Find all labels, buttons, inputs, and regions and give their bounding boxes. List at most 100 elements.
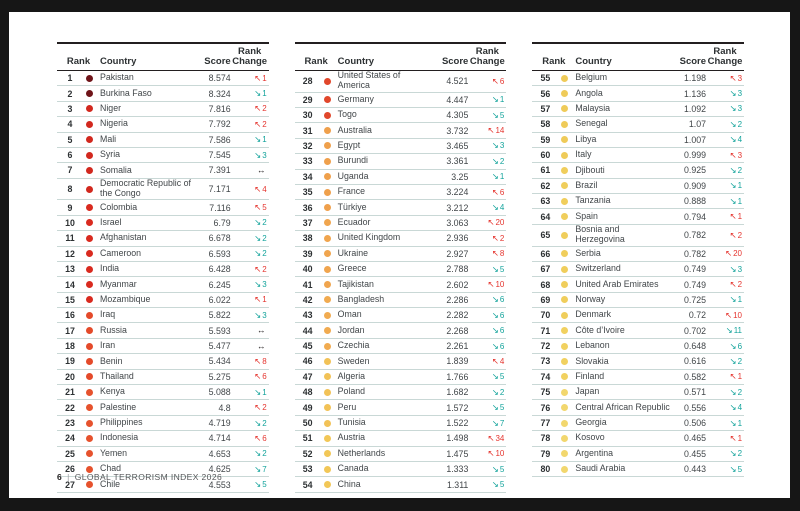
- rank-cell: 42: [302, 294, 313, 305]
- table-row: 58 Senegal 1.07 ↘2: [532, 117, 745, 133]
- rank-change-value: 5: [262, 203, 267, 213]
- rank-change-value: 3: [737, 264, 743, 274]
- ranking-tables: Rank Country Score Rank Change 1 Pakista…: [57, 42, 745, 493]
- country-cell: Chad: [100, 463, 122, 474]
- rank-change-cell: ↘2: [710, 387, 744, 398]
- rank-change-value: 5: [737, 464, 743, 474]
- table-row: 21 Kenya 5.088 ↘1: [57, 385, 269, 401]
- rank-change-cell: ↖2: [710, 279, 744, 290]
- country-cell: Kenya: [100, 386, 125, 397]
- country-cell: Togo: [337, 109, 357, 120]
- rank-change-value: 4: [262, 184, 267, 194]
- country-cell: Mozambique: [100, 293, 151, 304]
- severity-dot-icon: [561, 357, 569, 365]
- country-cell: Indonesia: [100, 432, 139, 443]
- severity-dot-icon: [86, 373, 93, 381]
- table-row: 43 Oman 2.282 ↘6: [294, 308, 507, 324]
- country-cell: Oman: [337, 309, 362, 320]
- rank-change-cell: ↘6: [710, 341, 744, 352]
- rank-cell: 3: [67, 103, 73, 114]
- table-header: Rank Country Score Rank Change: [294, 42, 507, 71]
- rank-cell: 72: [540, 341, 551, 352]
- rank-cell: 4: [67, 119, 73, 130]
- rank-cell: 37: [302, 217, 313, 228]
- country-cell: Somalia: [100, 164, 132, 175]
- dot-cell: [83, 136, 100, 144]
- dot-cell: [558, 419, 575, 427]
- rank-change-cell: ↖20: [710, 248, 744, 259]
- rank-cell: 52: [302, 448, 313, 459]
- rank-change-value: 2: [262, 218, 267, 228]
- dot-cell: [321, 296, 338, 304]
- table-row: 31 Australia 3.732 ↖14: [294, 123, 507, 139]
- country-cell: Finland: [575, 370, 605, 381]
- rank-change-cell: ↘5: [710, 464, 744, 475]
- rank-change-cell: ↘1: [710, 418, 744, 429]
- rank-cell: 24: [65, 433, 75, 444]
- rank-change-value: 3: [262, 310, 267, 320]
- footer-separator: |: [67, 472, 70, 482]
- rank-change-cell: ↖4: [235, 184, 269, 195]
- table-row: 77 Georgia 0.506 ↘1: [532, 416, 745, 432]
- rank-change-cell: ↘1: [235, 88, 269, 99]
- rank-change-cell: ↘2: [710, 448, 744, 459]
- rank-cell: 7: [67, 165, 73, 176]
- dot-cell: [83, 74, 100, 82]
- dot-cell: [558, 265, 575, 273]
- rank-change-value: 4: [737, 135, 743, 145]
- severity-dot-icon: [561, 311, 569, 319]
- dot-cell: [321, 142, 338, 150]
- score-cell: 0.782: [684, 230, 707, 241]
- rank-change-cell: ↘2: [472, 156, 506, 167]
- dot-cell: [558, 90, 575, 98]
- rank-cell: 16: [65, 310, 75, 321]
- severity-dot-icon: [323, 388, 331, 396]
- score-cell: 3.063: [446, 217, 469, 228]
- score-cell: 5.434: [208, 356, 231, 367]
- rank-cell: 29: [302, 94, 313, 105]
- score-cell: 3.465: [446, 140, 469, 151]
- table-row: 3 Niger 7.816 ↖2: [57, 102, 269, 118]
- score-cell: 2.788: [446, 264, 469, 275]
- rank-change-arrow-icon: ↖: [487, 125, 495, 136]
- table-row: 5 Mali 7.586 ↘1: [57, 133, 269, 148]
- rank-cell: 1: [67, 73, 73, 84]
- rank-cell: 76: [540, 402, 551, 413]
- score-cell: 0.749: [684, 279, 707, 290]
- table-row: 6 Syria 7.545 ↘3: [57, 148, 269, 164]
- country-cell: Central African Republic: [575, 401, 670, 412]
- rank-cell: 30: [302, 110, 313, 121]
- table-row: 16 Iraq 5.822 ↘3: [57, 308, 269, 324]
- rank-change-arrow-icon: ↔: [257, 340, 266, 351]
- severity-dot-icon: [323, 173, 331, 181]
- table-row: 30 Togo 4.305 ↘5: [294, 108, 507, 124]
- dot-cell: [321, 188, 338, 196]
- table-row: 39 Ukraine 2.927 ↖8: [294, 247, 507, 262]
- country-cell: Palestine: [100, 401, 137, 412]
- country-cell: Egypt: [337, 140, 361, 151]
- score-cell: 1.136: [684, 88, 707, 99]
- rank-change-value: 3: [737, 104, 743, 114]
- severity-dot-icon: [561, 151, 569, 159]
- rank-column-header: Rank: [66, 55, 91, 67]
- country-cell: Senegal: [575, 118, 608, 129]
- country-cell: Yemen: [100, 447, 128, 458]
- rank-cell: 60: [540, 150, 551, 161]
- rank-change-value: 1: [262, 295, 267, 305]
- rank-change-arrow-icon: ↖: [254, 371, 262, 382]
- severity-dot-icon: [323, 127, 331, 135]
- dot-cell: [321, 434, 338, 442]
- dot-cell: [558, 465, 575, 473]
- country-cell: Netherlands: [337, 447, 386, 458]
- severity-dot-icon: [561, 327, 569, 335]
- dot-cell: [321, 96, 338, 104]
- rank-change-arrow-icon: ↔: [257, 325, 266, 336]
- dot-cell: [558, 388, 575, 396]
- score-column-header: Score: [679, 55, 707, 67]
- rank-change-cell: ↖6: [235, 371, 269, 382]
- severity-dot-icon: [561, 465, 569, 473]
- rank-change-cell: ↔: [235, 341, 269, 352]
- rank-change-value: 2: [737, 280, 743, 289]
- rank-cell: 18: [65, 341, 75, 352]
